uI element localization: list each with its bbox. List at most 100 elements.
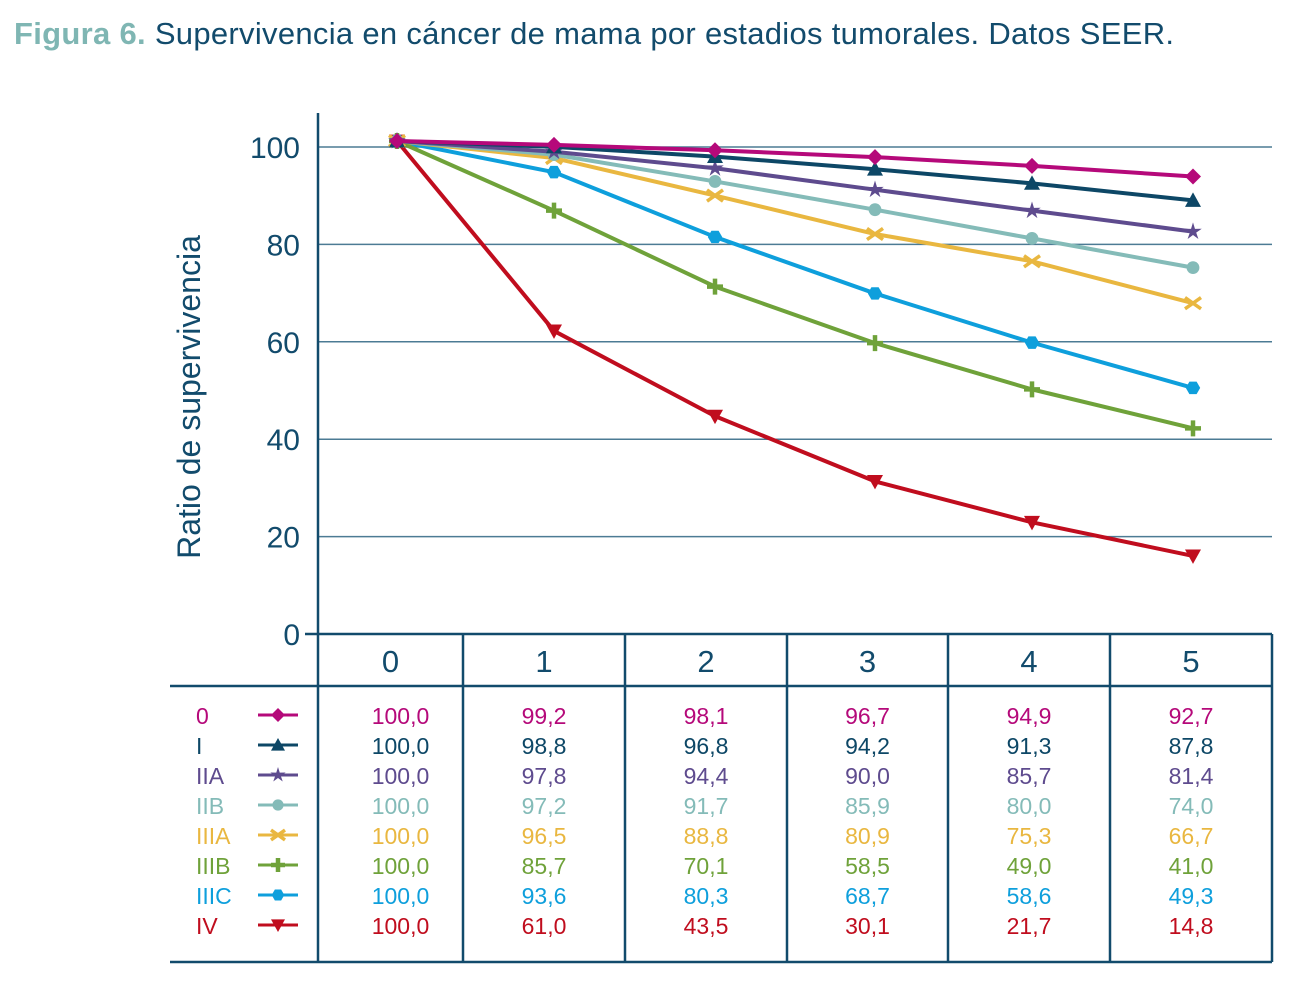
table-cell: 100,0 [372,703,430,729]
x-tick-label: 2 [697,644,714,679]
x-tick-label: 0 [382,644,399,679]
table-cell: 74,0 [1169,793,1214,819]
legend-label: IIIB [196,853,231,879]
table-cell: 43,5 [684,913,729,939]
table-row: IIA 100,0 97,8 94,4 90,0 85,7 81,4 [196,763,1214,789]
series-line [396,139,1194,234]
gridlines [305,113,1272,962]
marker-star-icon [1184,222,1202,240]
marker-circle-icon [868,203,882,217]
series-IV [389,134,1201,564]
marker-star-icon [866,180,884,198]
marker-diamond-icon [867,149,883,166]
table-cell: 87,8 [1169,733,1214,759]
marker-x-icon [1022,254,1042,269]
table-cell: 41,0 [1169,853,1214,879]
marker-circle-icon [1186,261,1200,275]
table-cell: 100,0 [372,763,430,789]
series-IIIA [387,133,1203,311]
table-cell: 91,3 [1007,733,1052,759]
marker-hexagon-icon [1024,336,1040,349]
marker-plus-icon [271,858,285,872]
y-axis-label: Ratio de supervivencia [171,235,207,559]
series-line [396,139,1194,270]
table-cell: 94,4 [684,763,729,789]
marker-x-icon [269,828,287,842]
table-cell: 96,7 [845,703,890,729]
legend-label: 0 [196,703,209,729]
marker-hexagon-icon [271,889,285,901]
table-cell: 100,0 [372,733,430,759]
marker-diamond-icon [1185,168,1201,185]
marker-hexagon-icon [546,165,562,179]
figure-caption: Supervivencia en cáncer de mama por esta… [145,16,1175,51]
table-cell: 96,8 [684,733,729,759]
table-cell: 49,0 [1007,853,1052,879]
series-0 [389,133,1201,185]
y-tick-label: 80 [267,229,300,262]
marker-plus-icon [546,202,562,219]
y-tick-label: 60 [267,327,300,360]
marker-triangle-down-icon [1024,515,1040,531]
table-cell: 100,0 [372,823,430,849]
y-tick-label: 20 [267,522,300,555]
series-lines [387,131,1203,564]
table-row: IIIA 100,0 96,5 88,8 80,9 75,3 66,7 [196,823,1213,849]
marker-x-icon [705,188,725,203]
marker-triangle-down-icon [707,409,723,425]
marker-plus-icon [1185,420,1201,437]
table-cell: 90,0 [845,763,890,789]
series-line [395,139,1194,558]
legend-label: IIA [196,763,225,789]
marker-triangle-down-icon [546,324,562,339]
marker-diamond-icon [707,142,723,159]
table-cell: 91,7 [684,793,729,819]
table-cell: 93,6 [522,883,567,909]
table-cell: 88,8 [684,823,729,849]
table-row: IIIB 100,0 85,7 70,1 58,5 49,0 41,0 [196,853,1213,879]
legend-label: IIB [196,793,224,819]
x-tick-label: 5 [1182,644,1199,679]
marker-triangle-down-icon [1185,549,1201,564]
table-cell: 81,4 [1169,763,1214,789]
table-cell: 100,0 [372,793,430,819]
marker-hexagon-icon [867,287,883,300]
marker-star-icon [706,159,724,176]
figure-title: Figura 6. Supervivencia en cáncer de mam… [14,12,1294,56]
table-cell: 58,6 [1007,883,1052,909]
marker-star-icon [270,766,286,782]
marker-diamond-icon [271,708,285,722]
marker-triangle-up-icon [271,738,285,751]
legend-label: IIIC [196,883,232,909]
marker-plus-icon [867,335,883,352]
legend-label: IIIA [196,823,231,849]
table-cell: 99,2 [522,703,567,729]
series-IIIC [389,134,1201,395]
table-row: IIIC 100,0 93,6 80,3 68,7 58,6 49,3 [196,883,1213,909]
table-cell: 14,8 [1169,913,1214,939]
series-line [396,139,1194,390]
marker-plus-icon [1024,381,1040,398]
marker-x-icon [865,226,885,242]
table-cell: 98,1 [684,703,729,729]
marker-star-icon [1023,201,1041,219]
series-line [396,139,1194,306]
table-cell: 80,9 [845,823,890,849]
table-cell: 92,7 [1169,703,1214,729]
table-cell: 30,1 [845,913,890,939]
table-row: 0 100,0 99,2 98,1 96,7 94,9 92,7 [196,703,1213,729]
table-cell: 70,1 [684,853,729,879]
marker-circle-icon [708,175,722,188]
table-row: IIB 100,0 97,2 91,7 85,9 80,0 74,0 [196,793,1213,819]
table-cell: 100,0 [372,913,430,939]
marker-diamond-icon [1024,157,1040,174]
table-cell: 80,3 [684,883,729,909]
table-cell: 66,7 [1169,823,1214,849]
series-IIA [388,131,1202,240]
marker-hexagon-icon [707,230,723,244]
series-line [396,139,1194,431]
table-cell: 68,7 [845,883,890,909]
marker-plus-icon [707,278,723,295]
x-tick-label: 4 [1020,644,1037,679]
